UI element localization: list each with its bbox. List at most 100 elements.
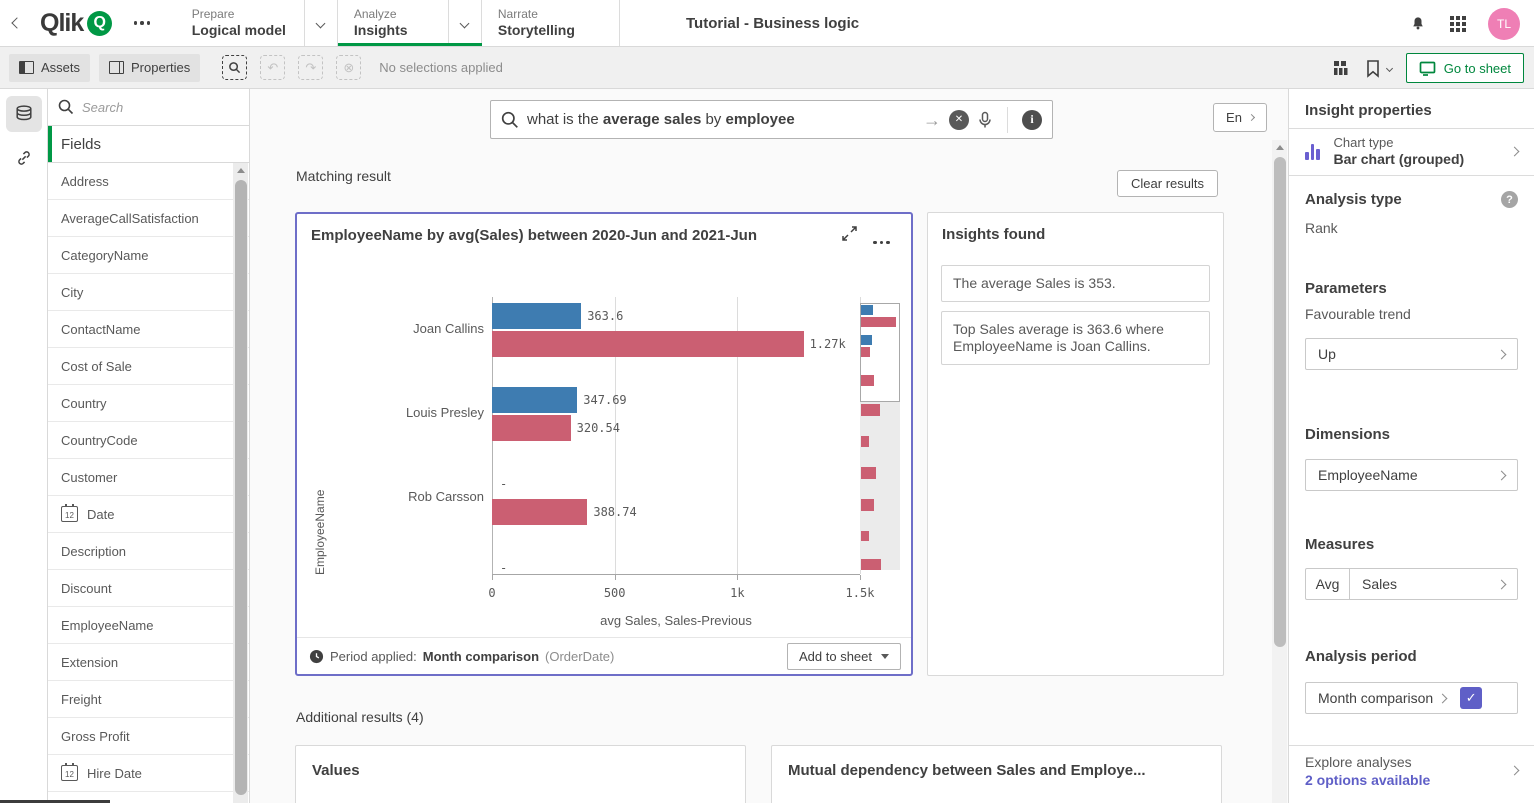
- analysis-period-checkbox[interactable]: [1460, 687, 1483, 709]
- favourable-trend-select[interactable]: Up: [1305, 338, 1518, 370]
- field-item[interactable]: Discount: [48, 570, 249, 607]
- bar-sales-previous[interactable]: [492, 499, 588, 525]
- field-item[interactable]: City: [48, 274, 249, 311]
- fields-scrollbar[interactable]: [233, 163, 248, 803]
- explore-label: Explore analyses: [1305, 754, 1412, 770]
- main-scrollbar[interactable]: [1272, 140, 1287, 803]
- tab-narrate[interactable]: Narrate Storytelling: [482, 0, 620, 46]
- expand-icon[interactable]: [842, 226, 857, 241]
- chevron-right-icon: [1496, 579, 1507, 589]
- analysis-type-value: Rank: [1305, 220, 1338, 236]
- field-item[interactable]: CategoryName: [48, 237, 249, 274]
- measure-aggregation[interactable]: Avg: [1306, 569, 1350, 599]
- dimension-row[interactable]: EmployeeName: [1305, 459, 1518, 491]
- bar-sales-previous[interactable]: [492, 415, 571, 441]
- clear-results-button[interactable]: Clear results: [1117, 170, 1218, 197]
- field-item[interactable]: CountryCode: [48, 422, 249, 459]
- smart-search-button[interactable]: [222, 55, 248, 80]
- analysis-period-heading: Analysis period: [1305, 648, 1417, 665]
- more-menu-button[interactable]: [118, 0, 166, 46]
- additional-result-card[interactable]: Mutual dependency between Sales and Empl…: [771, 745, 1222, 803]
- bar-avg-sales[interactable]: [492, 303, 582, 329]
- analysis-period-row[interactable]: Month comparison: [1305, 682, 1518, 714]
- tab-prepare-text: Prepare Logical model: [176, 0, 304, 46]
- clear-selections-button[interactable]: ⊗: [336, 55, 362, 80]
- search-input[interactable]: [82, 99, 202, 115]
- chart-menu-button[interactable]: [872, 232, 892, 247]
- minimap-bar: [861, 531, 869, 541]
- bar-sales-previous[interactable]: [492, 331, 804, 357]
- language-label: En: [1226, 110, 1242, 125]
- scroll-up-arrow-icon[interactable]: [1275, 145, 1284, 150]
- matching-result-chart-card[interactable]: EmployeeName by avg(Sales) between 2020-…: [295, 212, 913, 676]
- bookmarks-button[interactable]: [1365, 59, 1393, 78]
- info-button[interactable]: [1022, 109, 1042, 130]
- field-item[interactable]: Customer: [48, 459, 249, 496]
- measure-row[interactable]: Avg Sales: [1305, 568, 1518, 600]
- clear-query-button[interactable]: [949, 109, 969, 130]
- tab-section-label: Prepare: [191, 7, 235, 21]
- avatar[interactable]: TL: [1488, 7, 1520, 40]
- field-item[interactable]: AverageCallSatisfaction: [48, 200, 249, 237]
- back-button[interactable]: [0, 0, 34, 46]
- language-button[interactable]: En: [1213, 103, 1267, 132]
- master-items-rail-button[interactable]: [6, 140, 42, 176]
- explore-analyses-button[interactable]: Explore analyses 2 options available: [1305, 753, 1430, 789]
- minimap-track[interactable]: [860, 402, 900, 570]
- additional-result-card[interactable]: Values: [295, 745, 746, 803]
- field-label: Cost of Sale: [61, 358, 132, 374]
- field-item[interactable]: Freight: [48, 681, 249, 718]
- chart-type-row[interactable]: Chart type Bar chart (grouped): [1289, 128, 1534, 176]
- insight-search-bar[interactable]: what is the average sales by employee →: [490, 100, 1053, 139]
- insight-item[interactable]: Top Sales average is 363.6 where Employe…: [941, 311, 1210, 365]
- scrollbar-thumb[interactable]: [234, 180, 247, 795]
- gridline: [614, 297, 616, 574]
- go-to-sheet-button[interactable]: Go to sheet: [1405, 53, 1524, 83]
- analysis-type-heading: Analysis type: [1305, 191, 1402, 208]
- field-item[interactable]: Gross Profit: [48, 718, 249, 755]
- field-label: Extension: [61, 654, 119, 670]
- scroll-up-arrow-icon[interactable]: [236, 168, 245, 173]
- field-item[interactable]: Cost of Sale: [48, 348, 249, 385]
- microphone-icon[interactable]: [977, 111, 993, 129]
- tab-prepare-dropdown[interactable]: [303, 0, 338, 46]
- submit-arrow-icon[interactable]: →: [923, 109, 941, 130]
- sheet-list-icon[interactable]: [1331, 59, 1351, 77]
- field-item[interactable]: Extension: [48, 644, 249, 681]
- help-icon[interactable]: [1501, 191, 1518, 208]
- axis-tick: [492, 575, 493, 580]
- insight-item[interactable]: The average Sales is 353.: [941, 265, 1210, 302]
- axis-tick-label: 0: [488, 586, 496, 600]
- field-item[interactable]: EmployeeName: [48, 607, 249, 644]
- search-icon: [58, 99, 74, 115]
- fields-rail-button[interactable]: [5, 96, 42, 132]
- properties-button[interactable]: Properties: [99, 53, 201, 82]
- field-item[interactable]: ContactName: [48, 311, 249, 348]
- field-item[interactable]: Date: [48, 496, 249, 533]
- field-label: AverageCallSatisfaction: [61, 210, 199, 226]
- field-label: Discount: [61, 580, 112, 596]
- assets-button[interactable]: Assets: [9, 53, 91, 82]
- step-back-button[interactable]: ↶: [260, 55, 286, 80]
- field-item[interactable]: Description: [48, 533, 249, 570]
- app-launcher-grid-icon[interactable]: [1450, 15, 1466, 32]
- bar-avg-sales[interactable]: [492, 387, 578, 413]
- top-bar: Qlik Q Prepare Logical model Analyze Ins…: [0, 0, 1534, 47]
- notifications-bell-icon[interactable]: [1408, 14, 1428, 34]
- field-label: Address: [61, 173, 109, 189]
- field-item[interactable]: Country: [48, 385, 249, 422]
- field-item[interactable]: Hire Date: [48, 755, 249, 792]
- tab-analyze-dropdown[interactable]: [447, 0, 482, 46]
- search-query[interactable]: what is the average sales by employee: [527, 111, 915, 128]
- field-label: City: [61, 284, 84, 300]
- tab-analyze[interactable]: Analyze Insights: [337, 0, 482, 46]
- fields-search[interactable]: [48, 89, 249, 126]
- chart-minimap[interactable]: [860, 303, 900, 570]
- scrollbar-thumb[interactable]: [1273, 157, 1286, 647]
- add-to-sheet-button[interactable]: Add to sheet: [787, 642, 901, 670]
- tab-prepare[interactable]: Prepare Logical model: [176, 0, 338, 46]
- step-forward-button[interactable]: ↷: [298, 55, 324, 80]
- analysis-period-value: Month comparison: [1318, 690, 1434, 706]
- period-applied-label: Period applied:: [330, 648, 417, 664]
- field-item[interactable]: Address: [48, 163, 249, 200]
